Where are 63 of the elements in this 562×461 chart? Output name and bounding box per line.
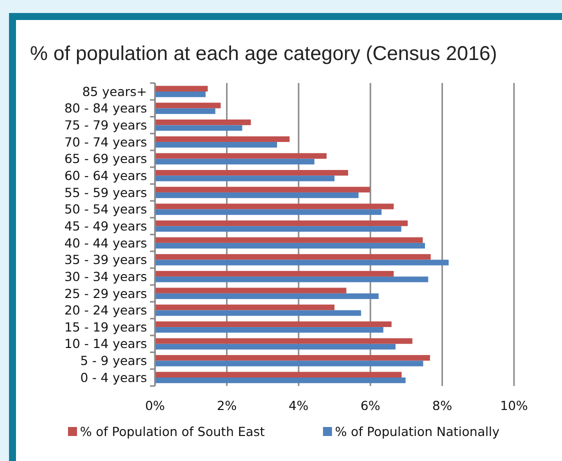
x-tick-label: 2% (216, 398, 237, 413)
y-tick-label: 70 - 74 years (64, 134, 147, 150)
x-tick-label: 10% (500, 398, 528, 413)
bar (155, 378, 406, 384)
bar (155, 108, 216, 114)
bar (155, 86, 208, 92)
bar (155, 276, 428, 282)
bar (155, 209, 382, 215)
bar (155, 102, 221, 108)
bar (155, 192, 359, 198)
bar (155, 304, 334, 310)
bar (155, 136, 290, 142)
bar (155, 237, 423, 243)
x-tick-label: 4% (288, 398, 309, 413)
y-tick-label: 75 - 79 years (64, 118, 147, 133)
bar (155, 158, 314, 164)
y-tick-label: 20 - 24 years (64, 302, 147, 318)
bar (155, 220, 408, 226)
bar (155, 91, 206, 98)
bar (155, 260, 449, 266)
y-tick-label: 25 - 29 years (64, 286, 147, 301)
bar (155, 120, 251, 126)
bar (155, 170, 348, 176)
bar (155, 176, 334, 182)
y-tick-label: 80 - 84 years (64, 100, 147, 116)
bar (155, 242, 425, 249)
bar (155, 288, 346, 294)
y-tick-label: 15 - 19 years (64, 319, 147, 334)
y-tick-label: 40 - 44 years (64, 235, 147, 250)
y-tick-label: 60 - 64 years (64, 168, 147, 183)
bar (155, 355, 430, 361)
y-tick-label: 55 - 59 years (64, 184, 147, 200)
bar (155, 321, 392, 328)
bar (155, 186, 370, 192)
bar (155, 338, 412, 344)
bar (155, 293, 379, 300)
x-tick-label: 8% (432, 398, 452, 413)
bar (155, 142, 278, 148)
bar (155, 372, 402, 378)
legend-label: % of Population Nationally (335, 424, 500, 439)
bar (155, 310, 362, 316)
x-tick-label: 0% (145, 398, 166, 413)
legend-label: % of Population of South East (80, 424, 265, 439)
bar (155, 125, 242, 131)
bar (155, 153, 327, 159)
bar (155, 254, 431, 260)
bar (155, 360, 424, 366)
bar (155, 270, 394, 277)
bar (155, 327, 384, 333)
y-tick-label: 35 - 39 years (64, 252, 147, 268)
y-tick-label: 45 - 49 years (64, 218, 147, 234)
y-tick-label: 85 years+ (82, 84, 147, 99)
x-tick-label: 6% (360, 398, 380, 413)
bar (155, 344, 396, 350)
y-tick-label: 5 - 9 years (80, 353, 147, 368)
bar (155, 226, 402, 232)
y-tick-label: 65 - 69 years (64, 151, 147, 166)
bar (155, 204, 394, 210)
y-tick-label: 50 - 54 years (64, 202, 147, 217)
chart-title: % of population at each age category (Census 2016) (30, 43, 497, 65)
y-tick-label: 30 - 34 years (64, 268, 147, 284)
y-tick-label: 10 - 14 years (64, 336, 147, 352)
y-tick-label: 0 - 4 years (80, 370, 147, 385)
